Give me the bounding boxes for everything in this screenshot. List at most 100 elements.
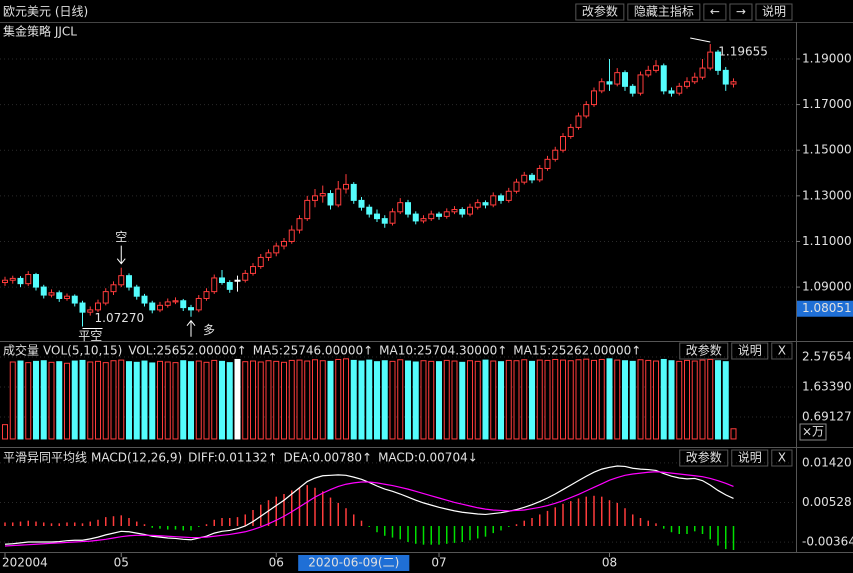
candle-body: [374, 213, 380, 220]
candle-body: [467, 206, 473, 215]
candle-body: [141, 295, 148, 304]
candle-body: [389, 211, 396, 224]
candle-body: [48, 292, 55, 296]
cursor-date-box: [298, 555, 410, 571]
button[interactable]: [731, 342, 769, 360]
candle-body: [583, 104, 590, 117]
volume-bar: [459, 361, 466, 440]
volume-bar: [552, 358, 559, 440]
candle-body: [629, 85, 636, 94]
candle-body: [126, 275, 132, 288]
volume-bar: [374, 361, 380, 440]
candle-body: [288, 229, 295, 242]
volume-bar: [513, 360, 520, 440]
candle-body: [443, 211, 450, 217]
volume-bar: [118, 359, 125, 440]
volume-bar: [467, 360, 473, 440]
volume-bar: [257, 361, 264, 440]
candle-body: [250, 266, 256, 274]
volume-bar: [715, 360, 721, 440]
button[interactable]: [729, 3, 753, 21]
legend-entry: VOL:25652.00000↑: [128, 344, 246, 358]
candle-body: [211, 277, 218, 293]
candle-body: [242, 272, 249, 281]
candle-body: [102, 291, 109, 304]
candle-body: [691, 76, 698, 83]
button-label[interactable]: 说明: [762, 4, 786, 19]
annotation-label: 1.19655: [718, 45, 768, 59]
button-label[interactable]: ←: [710, 5, 720, 19]
button[interactable]: [575, 3, 625, 21]
volume-bar: [660, 358, 667, 440]
button-label[interactable]: X: [778, 451, 786, 465]
y-tick-label: 1.17000: [802, 97, 852, 111]
candle-body: [2, 279, 8, 284]
volume-bar: [381, 360, 388, 440]
candle-body: [707, 51, 714, 69]
button[interactable]: [627, 3, 701, 21]
volume-bar: [691, 360, 698, 440]
candle-body: [412, 213, 419, 222]
button-label[interactable]: 改参数: [686, 450, 722, 465]
candle-body: [33, 274, 39, 288]
button-label[interactable]: 说明: [738, 450, 762, 465]
candle-body: [265, 252, 272, 258]
signal-label: 空: [115, 230, 127, 244]
price-marker: [797, 300, 853, 317]
candle-body: [110, 284, 117, 293]
volume-bar: [102, 362, 109, 440]
button-label[interactable]: →: [736, 5, 746, 19]
volume-bar: [653, 360, 659, 440]
volume-bar: [40, 360, 47, 440]
button-label[interactable]: X: [778, 344, 786, 358]
candle-body: [676, 85, 683, 94]
candle-body: [560, 136, 566, 151]
volume-bar: [164, 361, 171, 440]
button[interactable]: [679, 449, 729, 467]
candle-body: [544, 158, 551, 169]
volume-bar: [2, 424, 8, 440]
legend-entry: MACD:0.00704↓: [378, 451, 478, 465]
volume-bar: [505, 359, 512, 440]
button[interactable]: [679, 342, 729, 360]
volume-bar: [436, 361, 442, 440]
volume-bar: [684, 359, 690, 440]
annotation-line: [690, 37, 711, 43]
candle-body: [226, 282, 233, 290]
candle-body: [40, 286, 47, 296]
volume-bar: [250, 360, 256, 440]
candle-body: [606, 81, 613, 85]
volume-bar: [9, 361, 16, 440]
y-tick-label: 1.13000: [802, 188, 852, 202]
volume-bar: [350, 359, 357, 440]
candle-body: [56, 292, 63, 299]
candle-body: [405, 202, 411, 215]
candle-body: [567, 126, 574, 138]
button[interactable]: [771, 449, 793, 467]
volume-bar: [598, 358, 605, 440]
candle-body: [9, 277, 16, 281]
x-tick-label: 07: [431, 556, 446, 570]
candle-body: [273, 245, 280, 254]
candle-body: [645, 69, 652, 76]
button[interactable]: [755, 3, 793, 21]
button-label[interactable]: 改参数: [582, 4, 618, 19]
window-title: 欧元美元 (日线): [3, 5, 88, 19]
volume-bar: [730, 428, 737, 440]
button-label[interactable]: 改参数: [686, 343, 722, 358]
button-label[interactable]: 隐藏主指标: [634, 4, 694, 19]
volume-bar: [366, 359, 373, 440]
button[interactable]: [703, 3, 727, 21]
button[interactable]: [731, 449, 769, 467]
annotation-label: 1.07270: [95, 311, 145, 325]
volume-bar: [25, 362, 32, 440]
button-label[interactable]: 说明: [738, 343, 762, 358]
volume-bar: [575, 359, 582, 440]
candle-body: [552, 149, 559, 160]
button[interactable]: [771, 342, 793, 360]
volume-bar: [79, 359, 86, 440]
y-tick-label: 1.09000: [802, 280, 852, 294]
volume-bar: [707, 358, 714, 440]
volume-bar: [95, 360, 101, 440]
